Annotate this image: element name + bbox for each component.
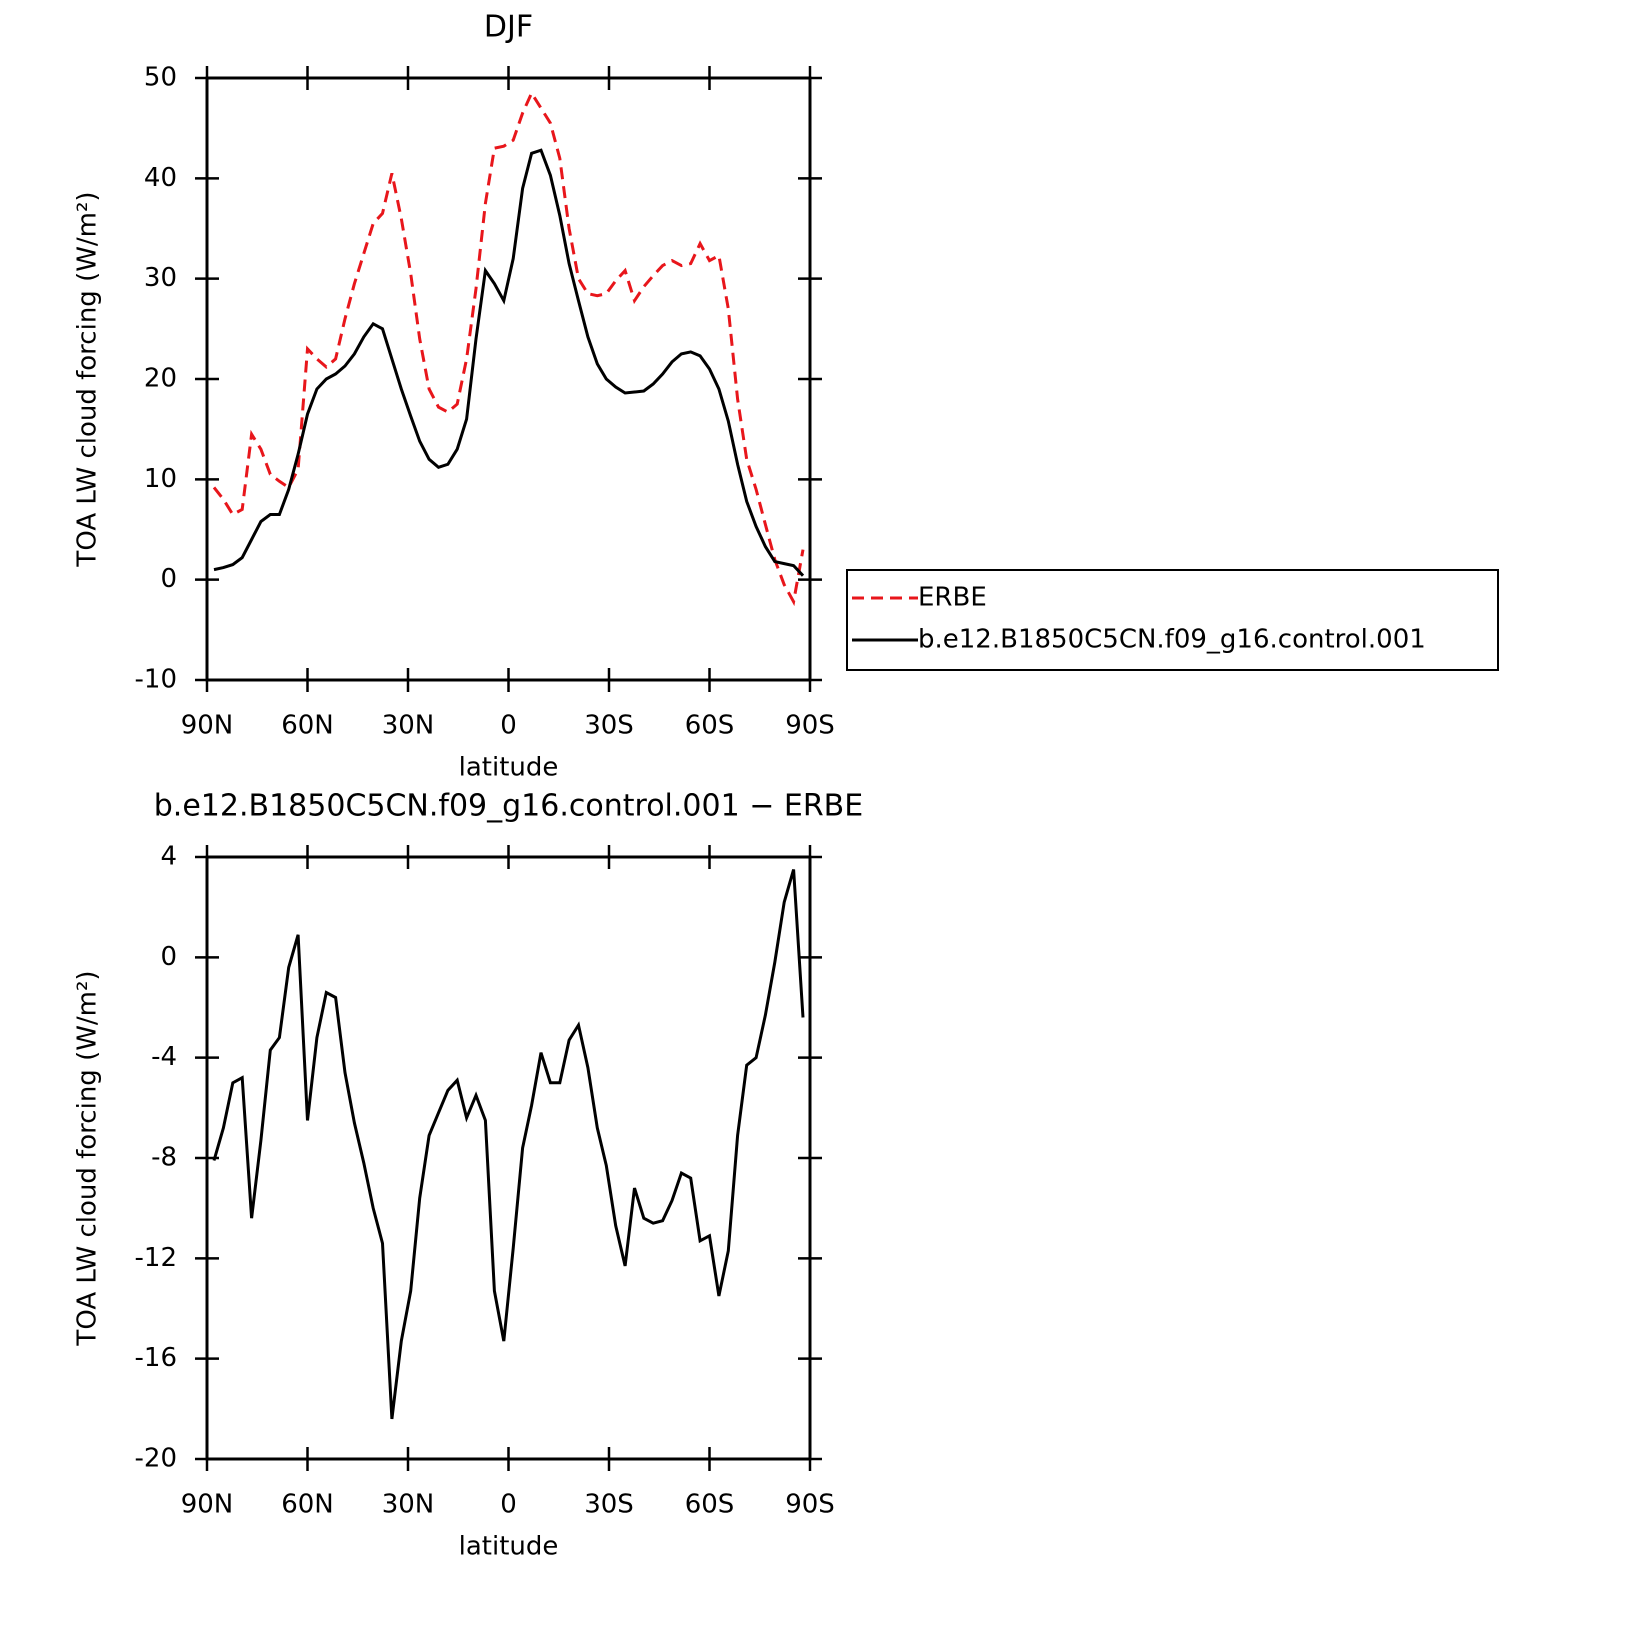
legend-label: b.e12.B1850C5CN.f09_g16.control.001: [918, 625, 1426, 655]
y-tick-label: 0: [160, 564, 177, 594]
chart-title: b.e12.B1850C5CN.f09_g16.control.001 − ER…: [154, 789, 863, 824]
x-tick-label: 60S: [685, 1490, 735, 1520]
y-tick-label: -8: [151, 1143, 177, 1173]
data-line: [212, 89, 805, 607]
y-tick-label: -10: [135, 665, 177, 695]
x-tick-label: 90S: [785, 711, 835, 741]
x-tick-label: 30N: [382, 711, 435, 741]
x-tick-label: 30S: [584, 711, 634, 741]
x-tick-label: 60S: [685, 711, 735, 741]
x-tick-label: 0: [500, 1490, 517, 1520]
data-line: [212, 869, 805, 1420]
y-tick-label: 20: [144, 364, 177, 394]
y-axis-label: TOA LW cloud forcing (W/m²): [73, 970, 103, 1346]
y-tick-label: -4: [151, 1042, 177, 1072]
legend-box: [846, 569, 1499, 671]
x-tick-label: 90N: [181, 1490, 234, 1520]
y-tick-label: 4: [160, 842, 177, 872]
x-tick-label: 60N: [281, 711, 334, 741]
x-tick-label: 90N: [181, 711, 234, 741]
y-tick-label: -16: [135, 1343, 177, 1373]
y-tick-label: -20: [135, 1444, 177, 1474]
y-tick-label: 40: [144, 163, 177, 193]
y-tick-label: 50: [144, 63, 177, 93]
data-line: [213, 148, 805, 577]
x-tick-label: 0: [500, 711, 517, 741]
x-tick-label: 30S: [584, 1490, 634, 1520]
plot-frame: [205, 76, 812, 682]
y-tick-label: 30: [144, 263, 177, 293]
legend-label: ERBE: [918, 583, 987, 613]
x-axis-label: latitude: [459, 1532, 559, 1562]
x-axis-label: latitude: [459, 753, 559, 783]
y-tick-label: 0: [160, 942, 177, 972]
chart-title: DJF: [484, 10, 533, 45]
y-tick-label: 10: [144, 464, 177, 494]
y-axis-label: TOA LW cloud forcing (W/m²): [73, 191, 103, 567]
y-tick-label: -12: [135, 1243, 177, 1273]
x-tick-label: 90S: [785, 1490, 835, 1520]
x-tick-label: 30N: [382, 1490, 435, 1520]
x-tick-label: 60N: [281, 1490, 334, 1520]
